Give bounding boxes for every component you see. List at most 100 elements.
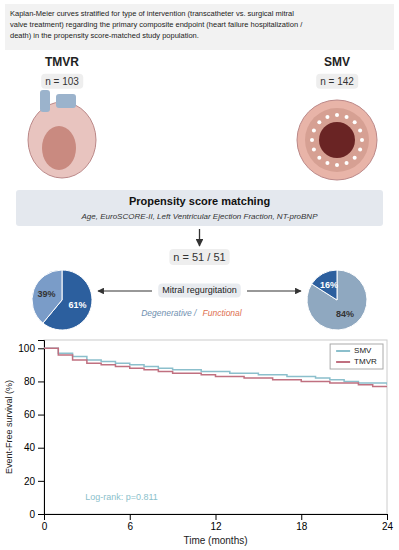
y-tick-label: 40 [24, 442, 36, 453]
valve-suture [345, 161, 349, 165]
group-count-box [41, 74, 83, 89]
legend-box [330, 344, 383, 369]
group-count: n = 142 [320, 76, 354, 87]
propensity-background [16, 190, 383, 226]
title-line: valve treatment) regarding the primary c… [10, 20, 303, 29]
x-tick-mark [216, 514, 217, 520]
pie: 61% 39% [32, 270, 92, 330]
heart-body [28, 102, 96, 178]
y-tick-mark [38, 514, 44, 515]
valve-suture [325, 161, 329, 165]
x-tick-mark [387, 514, 388, 520]
annotation: n = 51 / 51 [173, 251, 225, 263]
valve-suture [325, 115, 329, 119]
y-tick: 40 [24, 442, 44, 453]
y-tick-label: 20 [24, 476, 36, 487]
legend-item: TMVR [336, 357, 377, 366]
valve-suture [335, 163, 339, 167]
y-tick-label: 100 [18, 343, 35, 354]
group-count: n = 103 [45, 76, 79, 87]
data-label: 39% [37, 289, 55, 299]
legend: SMV TMVR [330, 344, 383, 369]
valve-orifice [319, 122, 355, 158]
pie-slice [32, 270, 62, 323]
annotation: Degenerative / [141, 308, 198, 318]
valve-suture [353, 156, 357, 160]
x-axis-line [45, 515, 388, 521]
annotation: Propensity score matching [129, 195, 270, 207]
group-count-group: n = 142 [316, 74, 358, 89]
y-tick-label: 60 [24, 409, 36, 420]
y-tick: 20 [24, 476, 44, 487]
group-count-box [316, 74, 358, 89]
y-axis-title: Event-Free survival (%) [4, 380, 14, 474]
valve-suture [310, 138, 314, 142]
y-axis: 0 20 40 60 80 100 [18, 341, 44, 520]
legend-label: TMVR [354, 357, 377, 366]
title-line: death) in the propensity score-matched s… [10, 31, 199, 40]
data-label: 61% [69, 300, 87, 310]
legend-item: SMV [336, 346, 372, 355]
flow-arrow [247, 290, 301, 291]
x-tick: 24 [382, 514, 394, 532]
pie: 84% 16% [307, 270, 367, 330]
flow-arrow [199, 229, 200, 246]
valve-suture [312, 148, 316, 152]
infographic: Kaplan-Meier curves stratified for type … [0, 0, 399, 550]
group-title: TMVR [45, 55, 79, 69]
x-tick-label: 6 [127, 521, 133, 532]
valve-suture [358, 128, 362, 132]
annotation: Age, EuroSCORE-II, Left Ventricular Ejec… [81, 212, 319, 221]
y-tick-label: 0 [29, 509, 35, 520]
valve-suture [317, 120, 321, 124]
heart-vessel [40, 90, 50, 112]
x-tick: 18 [296, 514, 308, 532]
annotation: Functional [203, 308, 243, 318]
annotation-group: n = 51 / 51 [169, 249, 229, 265]
plot-frame [44, 340, 387, 514]
valve-suture [317, 156, 321, 160]
x-tick-label: 0 [42, 521, 48, 532]
x-axis-title: Time (months) [183, 535, 247, 546]
annotation-group: Mitral regurgitation [158, 283, 241, 297]
valve-illustration [297, 100, 377, 180]
valve-ring [297, 100, 377, 180]
y-tick-label: 80 [24, 376, 36, 387]
heart-vessel [56, 94, 76, 108]
legend-swatch [336, 350, 350, 352]
x-tick: 0 [42, 514, 48, 532]
y-tick: 80 [24, 376, 44, 387]
legend-label: SMV [354, 346, 372, 355]
annotation: Log-rank: p=0.811 [85, 492, 158, 502]
valve-suture [353, 120, 357, 124]
legend-swatch [336, 361, 350, 363]
valve-suture [345, 115, 349, 119]
y-tick: 0 [29, 509, 44, 520]
pie-slice [307, 270, 367, 330]
x-tick-mark [130, 514, 131, 520]
data-label: 84% [336, 309, 354, 319]
y-axis-line [38, 341, 45, 515]
annotation: Mitral regurgitation [162, 285, 237, 295]
y-tick-mark [38, 481, 44, 482]
valve-ring [305, 108, 369, 172]
annotation-box [158, 283, 241, 297]
data-label: 16% [320, 280, 338, 290]
group-title: SMV [324, 55, 350, 69]
heart-ventricle [42, 126, 76, 170]
y-tick-mark [38, 348, 44, 349]
title-background [5, 4, 394, 50]
y-tick: 100 [18, 343, 44, 354]
km-plot: 0 6 12 18 24 0 20 40 60 80 100 Time (months) Event-F… [4, 340, 393, 546]
group-count-group: n = 103 [41, 74, 83, 89]
chart-title: Kaplan-Meier curves stratified for type … [10, 9, 303, 40]
x-tick: 12 [210, 514, 222, 532]
x-axis: 0 6 12 18 24 [42, 514, 394, 532]
flow-arrow [98, 290, 152, 291]
annotation-box [169, 249, 229, 265]
x-tick-label: 18 [296, 521, 308, 532]
x-tick-label: 12 [210, 521, 222, 532]
y-tick-mark [38, 448, 44, 449]
y-tick-mark [38, 381, 44, 382]
title-line: Kaplan-Meier curves stratified for type … [10, 9, 294, 18]
